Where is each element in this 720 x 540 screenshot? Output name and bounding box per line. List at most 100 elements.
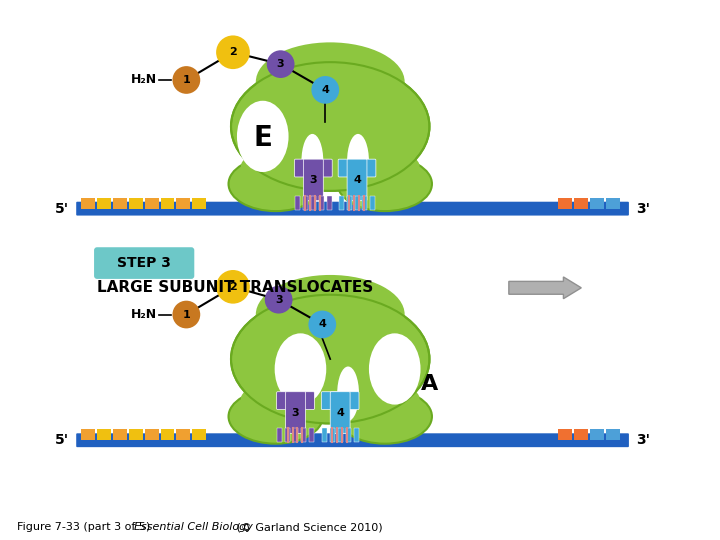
Bar (129, 429, 143, 440)
Bar (354, 428, 359, 442)
FancyBboxPatch shape (276, 392, 315, 409)
Bar (303, 196, 308, 210)
Ellipse shape (347, 134, 369, 188)
Bar (295, 196, 300, 210)
Text: 3: 3 (292, 408, 300, 417)
Text: 5': 5' (55, 201, 69, 215)
Text: Figure 7-33 (part 3 of 5): Figure 7-33 (part 3 of 5) (17, 522, 153, 532)
Text: (© Garland Science 2010): (© Garland Science 2010) (233, 522, 382, 532)
FancyBboxPatch shape (286, 392, 305, 433)
Text: 3: 3 (275, 295, 282, 305)
Ellipse shape (237, 101, 289, 172)
Text: H₂N: H₂N (130, 73, 156, 86)
FancyBboxPatch shape (294, 159, 332, 177)
FancyBboxPatch shape (303, 159, 323, 201)
FancyBboxPatch shape (321, 392, 359, 409)
Bar (346, 196, 351, 210)
Bar (327, 196, 332, 210)
Bar (277, 428, 282, 442)
Bar (309, 428, 314, 442)
Text: 1: 1 (182, 309, 190, 320)
Bar (161, 198, 174, 208)
Text: STEP 3: STEP 3 (117, 256, 171, 270)
Bar (606, 198, 620, 208)
Text: A: A (420, 374, 438, 394)
Bar (346, 428, 351, 442)
Bar (97, 429, 111, 440)
Bar (606, 429, 620, 440)
Bar (285, 428, 290, 442)
Text: 4: 4 (353, 175, 361, 185)
Text: 4: 4 (336, 408, 344, 417)
Text: 4: 4 (318, 320, 326, 329)
Circle shape (311, 76, 339, 104)
Ellipse shape (302, 134, 323, 188)
Bar (145, 198, 158, 208)
Bar (559, 429, 572, 440)
Circle shape (266, 50, 294, 78)
FancyBboxPatch shape (76, 202, 629, 215)
Text: H₂N: H₂N (130, 308, 156, 321)
Bar (145, 429, 158, 440)
Bar (322, 428, 327, 442)
Ellipse shape (338, 389, 432, 444)
Circle shape (216, 36, 250, 69)
Bar (370, 196, 375, 210)
Bar (192, 198, 206, 208)
FancyBboxPatch shape (338, 159, 376, 177)
Text: 3: 3 (310, 175, 318, 185)
Bar (311, 196, 316, 210)
Bar (575, 429, 588, 440)
Bar (590, 198, 604, 208)
Bar (338, 196, 343, 210)
FancyBboxPatch shape (76, 433, 629, 447)
Bar (362, 196, 367, 210)
Text: 3': 3' (636, 201, 650, 215)
FancyArrow shape (509, 277, 581, 299)
Bar (129, 198, 143, 208)
Ellipse shape (369, 333, 420, 404)
Bar (113, 429, 127, 440)
Text: 1: 1 (182, 75, 190, 85)
Circle shape (216, 270, 250, 303)
Bar (301, 428, 306, 442)
Text: Essential Cell Biology: Essential Cell Biology (134, 522, 253, 532)
Bar (354, 196, 359, 210)
FancyBboxPatch shape (347, 159, 367, 201)
Text: LARGE SUBUNIT TRANSLOCATES: LARGE SUBUNIT TRANSLOCATES (97, 280, 373, 295)
Ellipse shape (231, 62, 429, 191)
Bar (176, 429, 190, 440)
Circle shape (308, 310, 336, 338)
Bar (338, 428, 343, 442)
Ellipse shape (241, 141, 420, 191)
Bar (559, 198, 572, 208)
Bar (81, 429, 95, 440)
Bar (590, 429, 604, 440)
Ellipse shape (338, 157, 432, 211)
Ellipse shape (256, 42, 405, 122)
Ellipse shape (231, 295, 429, 423)
Bar (97, 198, 111, 208)
Text: 3: 3 (276, 59, 284, 69)
Text: 4: 4 (321, 85, 329, 95)
Bar (575, 198, 588, 208)
Circle shape (265, 286, 292, 314)
Bar (293, 428, 298, 442)
Text: 2: 2 (229, 282, 237, 292)
Bar (161, 429, 174, 440)
Ellipse shape (337, 367, 359, 421)
Ellipse shape (256, 275, 405, 354)
Bar (176, 198, 190, 208)
Text: 3': 3' (636, 433, 650, 447)
Ellipse shape (228, 157, 323, 211)
FancyBboxPatch shape (330, 392, 350, 433)
Circle shape (173, 301, 200, 328)
Ellipse shape (241, 374, 420, 423)
Bar (81, 198, 95, 208)
Text: 5': 5' (55, 433, 69, 447)
FancyBboxPatch shape (94, 247, 194, 279)
Bar (330, 428, 335, 442)
Text: E: E (253, 124, 272, 152)
Ellipse shape (228, 389, 323, 444)
Text: 2: 2 (229, 48, 237, 57)
